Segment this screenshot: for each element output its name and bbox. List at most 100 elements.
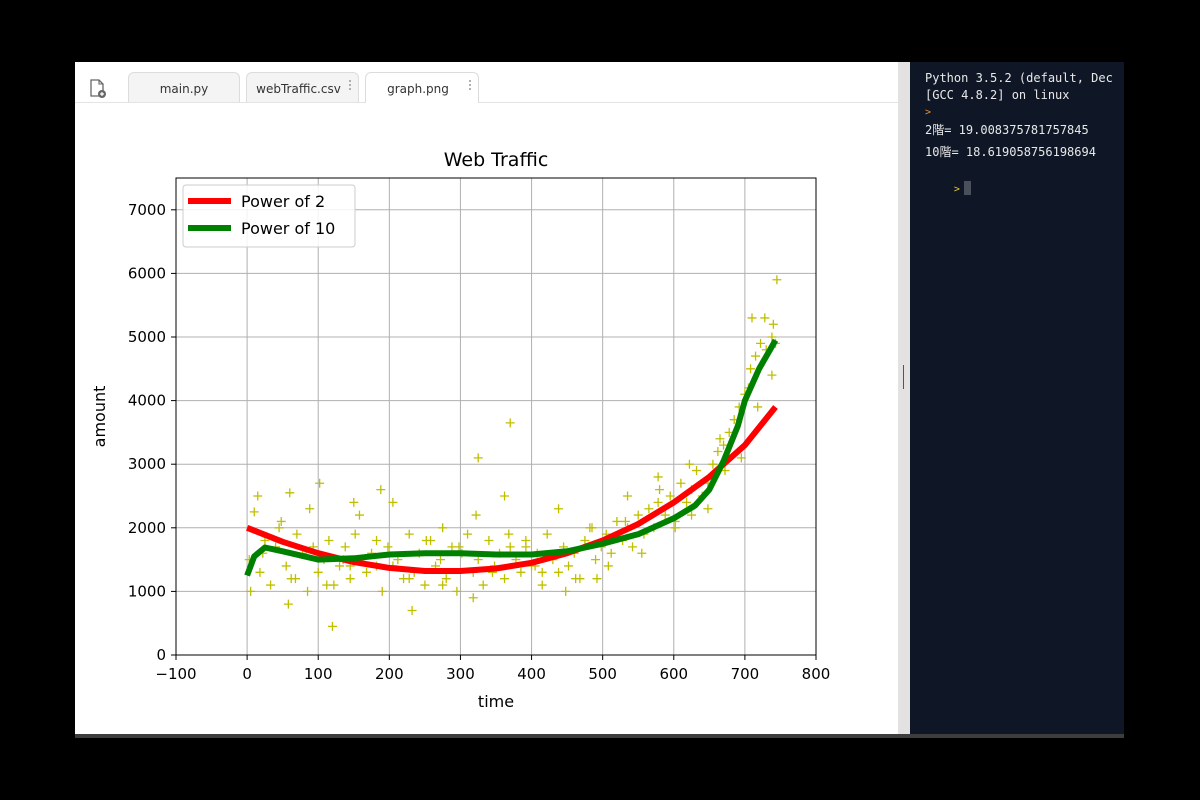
x-tick-label: 700 [731, 665, 760, 683]
data-point [746, 364, 756, 374]
data-point [537, 567, 547, 577]
data-point [404, 529, 414, 539]
splitter-grip-icon[interactable] [903, 365, 904, 389]
data-point [736, 453, 746, 463]
x-tick-label: 0 [242, 665, 252, 683]
y-tick-label: 7000 [128, 201, 166, 219]
data-point [703, 504, 713, 514]
data-point [644, 504, 654, 514]
data-point [665, 491, 675, 501]
tab-label: main.py [159, 82, 209, 96]
x-tick-label: 800 [802, 665, 831, 683]
y-tick-label: 6000 [128, 264, 166, 282]
data-point [708, 459, 718, 469]
data-point [687, 510, 697, 520]
data-point [281, 561, 291, 571]
console-line: 2階= 19.008375781757845 [925, 123, 1089, 137]
data-point [438, 580, 448, 590]
data-point [554, 504, 564, 514]
data-point [670, 523, 680, 533]
data-point [633, 510, 643, 520]
data-point [692, 466, 702, 476]
data-point [767, 332, 777, 342]
data-point [684, 459, 694, 469]
data-point [324, 536, 334, 546]
tab-main-py[interactable]: main.py [128, 72, 240, 102]
data-point [715, 434, 725, 444]
tab-label: graph.png [387, 82, 449, 96]
data-point [505, 542, 515, 552]
data-point [327, 621, 337, 631]
data-point [561, 586, 571, 596]
data-point [290, 574, 300, 584]
data-point [751, 351, 761, 361]
y-tick-label: 0 [156, 646, 166, 664]
data-point [612, 516, 622, 526]
tab-bar: main.py webTraffic.csv graph.png [75, 62, 898, 103]
data-point [756, 338, 766, 348]
data-point [463, 529, 473, 539]
data-point [772, 275, 782, 285]
data-point [349, 497, 359, 507]
y-tick-label: 2000 [128, 519, 166, 537]
x-tick-label: −100 [155, 665, 196, 683]
data-point [660, 510, 670, 520]
status-bar [75, 734, 1124, 738]
tab-graph-png[interactable]: graph.png [365, 72, 479, 103]
data-point [592, 574, 602, 584]
x-tick-label: 100 [304, 665, 333, 683]
data-point [249, 507, 259, 517]
console-line: Python 3.5.2 (default, Dec [925, 71, 1113, 85]
data-point [676, 478, 686, 488]
data-point [653, 472, 663, 482]
data-point [580, 536, 590, 546]
console-line: 10階= 18.619058756198694 [925, 145, 1096, 159]
data-point [452, 586, 462, 596]
data-point [266, 580, 276, 590]
data-point [377, 586, 387, 596]
data-point [335, 561, 345, 571]
data-point [383, 542, 393, 552]
data-point [441, 574, 451, 584]
prompt-icon: > [953, 184, 960, 195]
data-point [276, 516, 286, 526]
web-traffic-chart: −100 0 100 200 300 400 500 600 700 80001000200030… [90, 149, 831, 711]
data-point [376, 485, 386, 495]
data-point [620, 516, 630, 526]
y-tick-label: 5000 [128, 328, 166, 346]
legend-label: Power of 10 [241, 219, 335, 238]
plot-background [176, 178, 816, 655]
data-point [438, 523, 448, 533]
data-point [516, 567, 526, 577]
y-tick-label: 3000 [128, 455, 166, 473]
graph-image-view: −100 0 100 200 300 400 500 600 700 800 0 1000 2000 30… [75, 103, 898, 734]
tab-webtraffic-csv[interactable]: webTraffic.csv [246, 72, 359, 102]
data-point [760, 313, 770, 323]
text-cursor [963, 181, 971, 195]
data-point [285, 488, 295, 498]
data-point [653, 497, 663, 507]
tab-menu-icon[interactable] [468, 80, 472, 92]
data-point [404, 574, 414, 584]
file-add-icon[interactable] [89, 79, 107, 99]
plot-frame [175, 177, 817, 656]
console-panel[interactable]: Python 3.5.2 (default, Dec [GCC 4.8.2] o… [910, 62, 1124, 734]
data-point [420, 580, 430, 590]
data-point [500, 491, 510, 501]
panel-splitter[interactable] [898, 62, 910, 734]
x-tick-label: 400 [517, 665, 546, 683]
data-point [587, 523, 597, 533]
data-point [421, 536, 431, 546]
data-point [468, 593, 478, 603]
x-tick-label: 200 [375, 665, 404, 683]
console-input-line[interactable]: > [925, 163, 971, 215]
x-tick-label: 600 [659, 665, 688, 683]
tab-menu-icon[interactable] [348, 80, 352, 92]
data-point [713, 446, 723, 456]
x-tick-label: 500 [588, 665, 617, 683]
legend-label: Power of 2 [241, 192, 325, 211]
data-point [505, 418, 515, 428]
data-point [591, 555, 601, 565]
data-point [388, 497, 398, 507]
data-point [484, 536, 494, 546]
